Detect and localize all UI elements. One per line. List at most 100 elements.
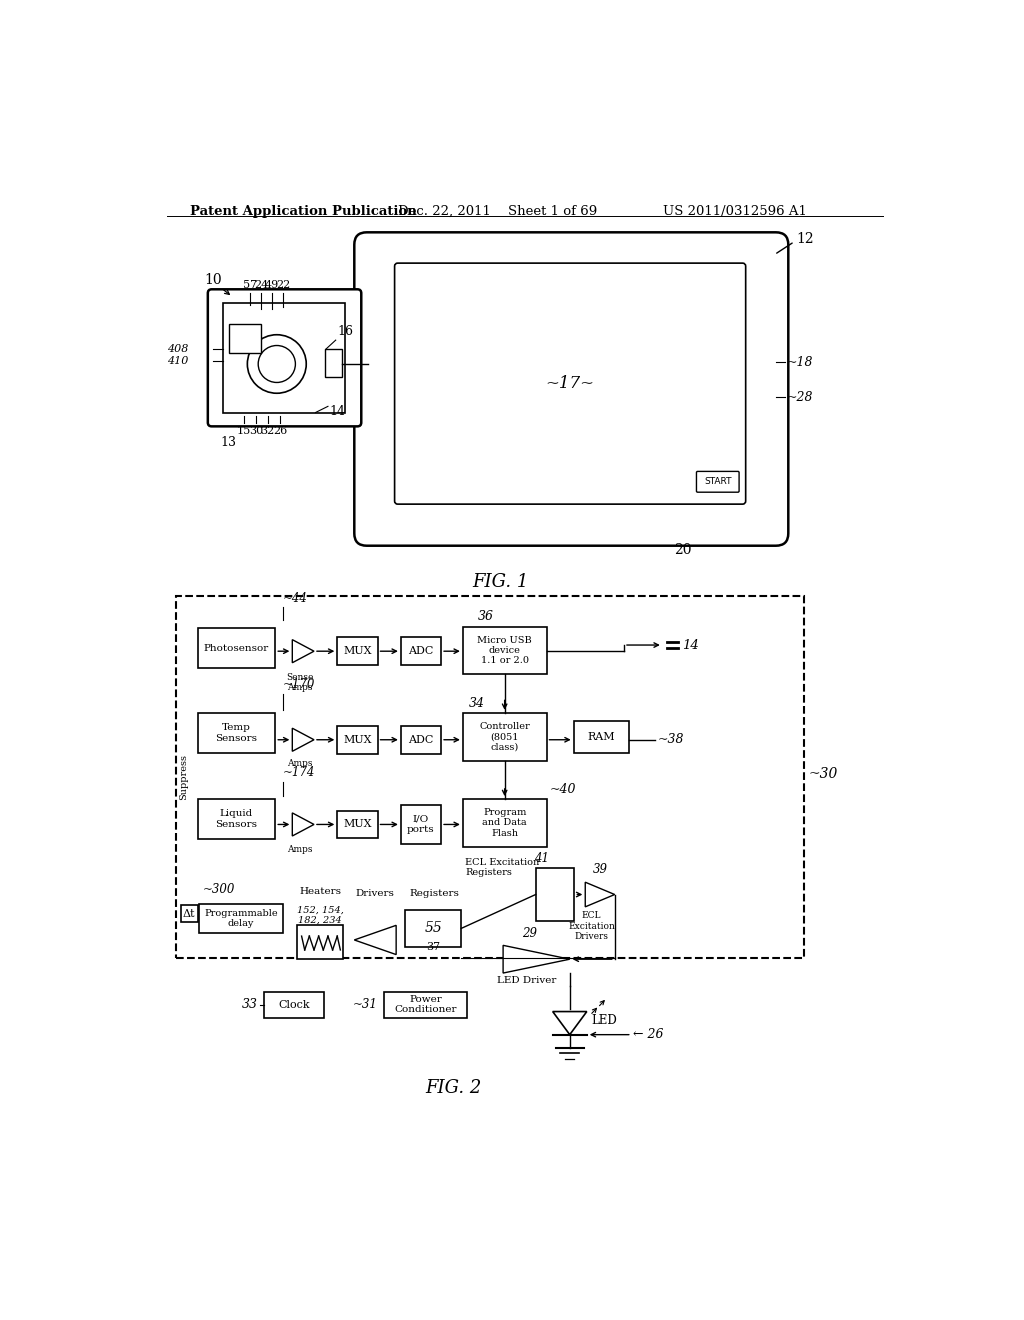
Bar (463, 713, 547, 760)
Bar (176, 595, 804, 958)
Bar (228, 323, 261, 354)
Bar (337, 726, 378, 754)
Text: 16: 16 (337, 325, 353, 338)
Text: RAM: RAM (588, 731, 615, 742)
Text: Programmable
delay: Programmable delay (205, 908, 278, 928)
Text: 10: 10 (205, 273, 222, 286)
Text: ~170: ~170 (283, 678, 315, 692)
Text: 12: 12 (796, 232, 814, 247)
Text: LED Driver: LED Driver (497, 977, 556, 985)
Text: Clock: Clock (279, 999, 309, 1010)
Text: LED: LED (592, 1014, 617, 1027)
Bar (463, 627, 547, 675)
Text: ← 26: ← 26 (633, 1028, 664, 1041)
Text: 49: 49 (265, 280, 280, 290)
Text: 41: 41 (535, 853, 549, 866)
Text: Photosensor: Photosensor (204, 644, 269, 652)
FancyBboxPatch shape (208, 289, 361, 426)
Text: Power
Conditioner: Power Conditioner (394, 995, 457, 1014)
Text: 14: 14 (330, 405, 345, 418)
FancyBboxPatch shape (696, 471, 739, 492)
Text: 24: 24 (254, 280, 268, 290)
Bar (536, 869, 574, 921)
Text: 26: 26 (272, 425, 287, 436)
Text: Temp
Sensors: Temp Sensors (215, 723, 257, 743)
Text: ~28: ~28 (786, 391, 813, 404)
Text: 152, 154,
182, 234: 152, 154, 182, 234 (297, 906, 344, 925)
Bar (297, 925, 343, 960)
Text: ~31: ~31 (352, 998, 378, 1011)
Text: US 2011/0312596 A1: US 2011/0312596 A1 (663, 205, 807, 218)
Text: Program
and Data
Flash: Program and Data Flash (482, 808, 527, 838)
Bar (198, 628, 275, 668)
Bar (222, 304, 345, 412)
Text: Patent Application Publication: Patent Application Publication (190, 205, 417, 218)
Polygon shape (354, 925, 396, 954)
Text: ECL Excitation
Registers: ECL Excitation Registers (465, 858, 540, 876)
Bar (337, 810, 378, 838)
Bar (384, 991, 467, 1018)
Text: MUX: MUX (343, 647, 372, 656)
Bar (337, 638, 378, 665)
Bar (400, 638, 441, 665)
Text: MUX: MUX (343, 735, 372, 744)
Text: 14: 14 (682, 639, 698, 652)
Text: 32: 32 (260, 425, 274, 436)
Bar (406, 909, 461, 946)
Bar (573, 721, 630, 752)
Bar (198, 713, 275, 752)
Polygon shape (503, 945, 569, 973)
FancyBboxPatch shape (354, 232, 788, 545)
Text: 408: 408 (167, 343, 188, 354)
Text: Suppress: Suppress (179, 754, 188, 800)
Text: ~300: ~300 (203, 883, 234, 896)
Text: 57: 57 (244, 280, 257, 290)
Text: Drivers: Drivers (355, 888, 394, 898)
Text: FIG. 2: FIG. 2 (425, 1078, 481, 1097)
Text: 34: 34 (469, 697, 484, 710)
Text: 33: 33 (243, 998, 258, 1011)
Bar (325, 350, 342, 378)
Text: ~174: ~174 (283, 766, 315, 779)
Polygon shape (292, 729, 314, 751)
Text: ADC: ADC (409, 647, 433, 656)
Bar (263, 991, 324, 1018)
Text: Controller
(8051
class): Controller (8051 class) (479, 722, 530, 751)
Text: 22: 22 (275, 280, 290, 290)
Bar (200, 904, 283, 933)
Text: ~40: ~40 (550, 783, 577, 796)
Text: 55: 55 (425, 921, 442, 936)
Text: Δt: Δt (183, 908, 196, 919)
Text: Sense
Amps: Sense Amps (287, 673, 313, 692)
Text: Liquid
Sensors: Liquid Sensors (215, 809, 257, 829)
Text: FIG. 1: FIG. 1 (472, 573, 528, 590)
Text: Sheet 1 of 69: Sheet 1 of 69 (508, 205, 597, 218)
Text: 36: 36 (478, 610, 494, 623)
Polygon shape (292, 640, 314, 663)
Text: 29: 29 (522, 927, 537, 940)
Text: Registers: Registers (410, 888, 460, 898)
Text: Micro USB
device
1.1 or 2.0: Micro USB device 1.1 or 2.0 (477, 635, 532, 665)
Text: 39: 39 (593, 863, 608, 876)
Polygon shape (553, 1011, 587, 1035)
Polygon shape (586, 882, 614, 907)
Text: ~30: ~30 (809, 767, 838, 781)
Circle shape (258, 346, 295, 383)
Bar (400, 805, 441, 843)
Bar (198, 799, 275, 840)
Text: Amps: Amps (288, 845, 312, 854)
Text: Heaters: Heaters (299, 887, 341, 896)
Polygon shape (292, 813, 314, 836)
Text: ~17~: ~17~ (545, 375, 594, 392)
Text: ADC: ADC (409, 735, 433, 744)
Text: 410: 410 (167, 356, 188, 366)
Text: ~44: ~44 (283, 591, 308, 605)
Text: 20: 20 (675, 544, 692, 557)
Text: Amps: Amps (288, 759, 312, 768)
Text: ~18: ~18 (786, 356, 813, 370)
Text: MUX: MUX (343, 820, 372, 829)
Text: 13: 13 (221, 436, 237, 449)
Text: ECL
Excitation
Drivers: ECL Excitation Drivers (568, 911, 614, 941)
Circle shape (248, 335, 306, 393)
Text: I/O
ports: I/O ports (408, 814, 435, 834)
